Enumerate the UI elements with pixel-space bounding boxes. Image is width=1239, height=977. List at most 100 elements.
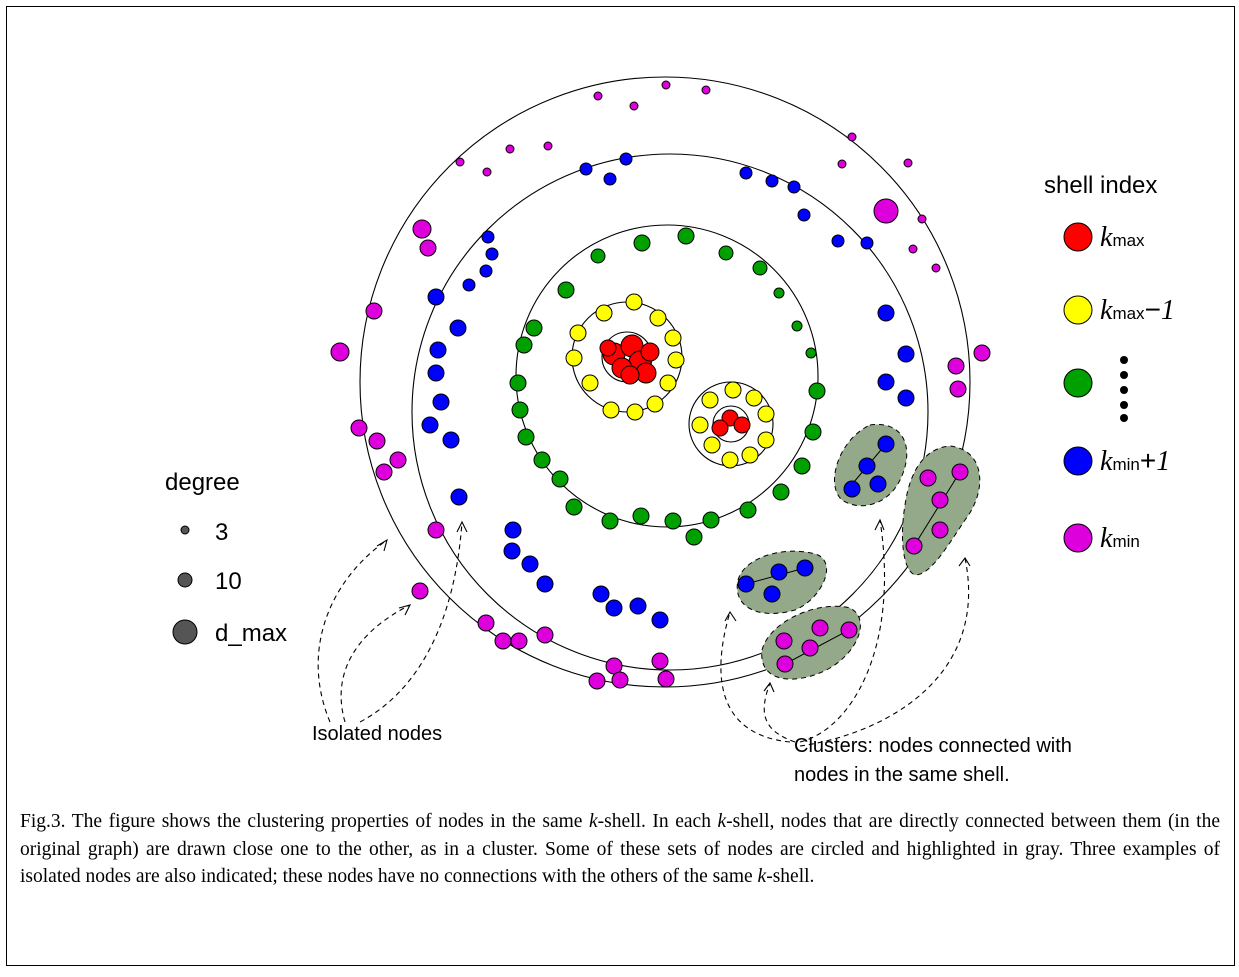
node-kmax bbox=[711, 419, 729, 437]
ellipsis-dot bbox=[1120, 371, 1128, 379]
node-mid bbox=[791, 320, 803, 332]
node-kmin1 bbox=[796, 559, 814, 577]
node-kmin1 bbox=[877, 304, 895, 322]
node-kmin1 bbox=[579, 162, 593, 176]
node-kmin1 bbox=[442, 431, 460, 449]
node-mid bbox=[702, 511, 720, 529]
node-kmin bbox=[661, 80, 671, 90]
degree-legend: degree 3 10 d_max bbox=[165, 469, 287, 647]
node-kmax1 bbox=[745, 389, 763, 407]
node-kmin bbox=[905, 537, 923, 555]
node-kmin1 bbox=[770, 563, 788, 581]
node-kmin bbox=[837, 159, 847, 169]
node-kmin bbox=[949, 380, 967, 398]
node-kmax bbox=[599, 339, 617, 357]
arrow-head bbox=[398, 604, 412, 616]
node-mid bbox=[804, 423, 822, 441]
ellipsis-dot bbox=[1120, 401, 1128, 409]
node-mid bbox=[509, 374, 527, 392]
node-kmin bbox=[776, 655, 794, 673]
node-mid bbox=[511, 401, 529, 419]
node-kmin1 bbox=[763, 585, 781, 603]
node-kmin bbox=[840, 621, 858, 639]
node-kmin bbox=[365, 302, 383, 320]
node-mid bbox=[633, 234, 651, 252]
node-kmax1 bbox=[664, 329, 682, 347]
figure-caption: Fig.3. The figure shows the clustering p… bbox=[20, 811, 1220, 887]
arrow-heads bbox=[376, 518, 971, 693]
node-mid bbox=[601, 512, 619, 530]
arrow-head bbox=[958, 557, 971, 567]
cluster-arrow-2 bbox=[763, 682, 796, 743]
degree-swatch-small bbox=[180, 525, 190, 535]
node-kmin1 bbox=[536, 575, 554, 593]
node-mid bbox=[773, 287, 785, 299]
clusters-label-line1: Clusters: nodes connected with bbox=[794, 735, 1072, 757]
legend-swatch-kmin-plus-1 bbox=[1063, 446, 1093, 476]
node-kmin1 bbox=[427, 364, 445, 382]
node-mid bbox=[557, 281, 575, 299]
degree-label-dmax: d_max bbox=[215, 620, 287, 647]
node-kmin1 bbox=[897, 389, 915, 407]
node-kmin1 bbox=[877, 373, 895, 391]
node-mid bbox=[551, 470, 569, 488]
cluster-arrow-1 bbox=[720, 611, 791, 743]
node-mid bbox=[685, 528, 703, 546]
node-kmin1 bbox=[504, 521, 522, 539]
node-kmin bbox=[951, 463, 969, 481]
node-kmin bbox=[389, 451, 407, 469]
node-kmin bbox=[947, 357, 965, 375]
node-kmin1 bbox=[797, 208, 811, 222]
clusters-label-line2: nodes in the same shell. bbox=[794, 764, 1010, 786]
node-kmin bbox=[505, 144, 515, 154]
node-kmin bbox=[775, 632, 793, 650]
node-kmin1 bbox=[603, 172, 617, 186]
node-kmin1 bbox=[503, 542, 521, 560]
node-kmax1 bbox=[667, 351, 685, 369]
cluster-arrow-3 bbox=[799, 519, 885, 743]
node-kmin bbox=[919, 469, 937, 487]
node-mid bbox=[718, 245, 734, 261]
node-kmin1 bbox=[485, 247, 499, 261]
node-kmin bbox=[368, 432, 386, 450]
node-kmax1 bbox=[724, 381, 742, 399]
arrow-head bbox=[763, 681, 775, 693]
node-mid bbox=[772, 483, 790, 501]
degree-label-3: 3 bbox=[215, 519, 228, 546]
node-kmin bbox=[330, 342, 350, 362]
node-kmin bbox=[411, 582, 429, 600]
node-kmax1 bbox=[691, 416, 709, 434]
node-kmin bbox=[908, 244, 918, 254]
node-kmin bbox=[543, 141, 553, 151]
node-kmin bbox=[917, 214, 927, 224]
node-kmax1 bbox=[721, 451, 739, 469]
node-kmin bbox=[419, 239, 437, 257]
legend-label-kmax: kmax bbox=[1100, 222, 1145, 253]
node-kmax1 bbox=[703, 436, 721, 454]
legend-swatch-intermediate bbox=[1063, 368, 1093, 398]
node-mid bbox=[752, 260, 768, 276]
legend-swatch-kmax bbox=[1063, 222, 1093, 252]
node-kmin bbox=[811, 619, 829, 637]
node-kmin1 bbox=[651, 611, 669, 629]
degree-swatch-medium bbox=[177, 572, 193, 588]
legend-label-kmax-minus-1: kmax−1 bbox=[1100, 294, 1175, 326]
node-kmin bbox=[593, 91, 603, 101]
node-kmax1 bbox=[581, 374, 599, 392]
arrow-head bbox=[456, 520, 468, 533]
node-kmin bbox=[494, 632, 512, 650]
node-set bbox=[330, 80, 991, 690]
ellipsis-dots bbox=[1120, 356, 1128, 422]
node-kmin1 bbox=[462, 278, 476, 292]
node-kmax1 bbox=[757, 405, 775, 423]
node-kmin bbox=[350, 419, 368, 437]
node-kmin1 bbox=[429, 341, 447, 359]
legend-swatch-kmin bbox=[1063, 523, 1093, 553]
node-kmin bbox=[588, 672, 606, 690]
node-kmin1 bbox=[858, 457, 876, 475]
cluster-link bbox=[913, 471, 961, 547]
node-kmin bbox=[973, 344, 991, 362]
node-mid bbox=[808, 382, 826, 400]
ellipsis-dot bbox=[1120, 356, 1128, 364]
node-kmax bbox=[620, 365, 640, 385]
